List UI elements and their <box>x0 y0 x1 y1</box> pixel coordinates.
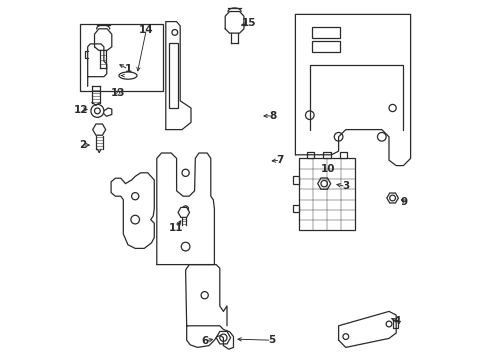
Text: 4: 4 <box>393 316 401 326</box>
Polygon shape <box>318 178 331 189</box>
Circle shape <box>334 132 343 141</box>
Text: 12: 12 <box>74 105 89 115</box>
Circle shape <box>390 195 395 201</box>
Circle shape <box>343 334 349 339</box>
Circle shape <box>132 193 139 200</box>
Text: 15: 15 <box>242 18 257 28</box>
Bar <box>340 152 347 158</box>
Circle shape <box>386 321 392 327</box>
Circle shape <box>91 104 104 117</box>
Bar <box>392 320 398 328</box>
Bar <box>323 152 330 158</box>
Text: 7: 7 <box>276 155 284 165</box>
Text: 10: 10 <box>320 164 335 174</box>
Circle shape <box>95 108 100 114</box>
Bar <box>170 43 178 108</box>
Ellipse shape <box>119 72 137 79</box>
Bar <box>312 41 341 52</box>
Bar <box>293 205 299 212</box>
Bar <box>312 27 341 38</box>
Polygon shape <box>387 193 398 203</box>
Polygon shape <box>93 124 106 135</box>
Text: 6: 6 <box>201 336 208 346</box>
Text: 5: 5 <box>268 335 275 345</box>
Text: 13: 13 <box>111 88 125 98</box>
Circle shape <box>172 30 178 35</box>
Bar <box>307 152 314 158</box>
Text: 11: 11 <box>169 222 183 233</box>
Circle shape <box>182 169 189 176</box>
Circle shape <box>220 334 227 341</box>
Circle shape <box>389 104 396 112</box>
Text: 3: 3 <box>342 181 349 192</box>
Bar <box>80 24 163 91</box>
Circle shape <box>321 180 327 187</box>
Circle shape <box>183 206 189 212</box>
Text: 2: 2 <box>79 140 86 150</box>
Text: 8: 8 <box>270 111 277 121</box>
Text: 1: 1 <box>125 64 132 74</box>
Text: 14: 14 <box>139 24 154 35</box>
Bar <box>293 176 299 184</box>
Polygon shape <box>178 207 190 217</box>
Circle shape <box>377 132 386 141</box>
Circle shape <box>305 111 314 120</box>
Circle shape <box>201 292 208 299</box>
Bar <box>90 61 101 72</box>
Circle shape <box>181 242 190 251</box>
Polygon shape <box>216 332 231 344</box>
Text: 9: 9 <box>401 197 408 207</box>
Bar <box>299 158 355 230</box>
Circle shape <box>131 215 140 224</box>
